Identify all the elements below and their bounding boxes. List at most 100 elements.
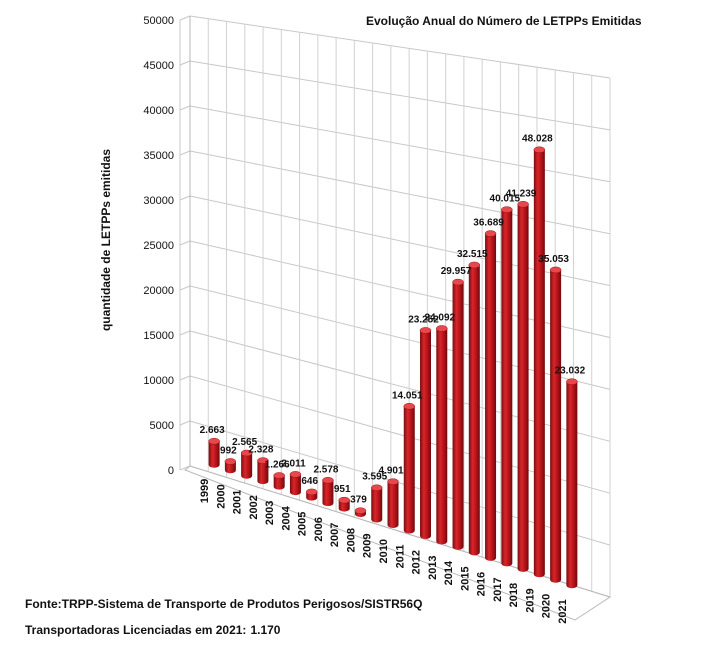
data-label: 29.957 <box>441 266 472 277</box>
bar <box>338 496 350 512</box>
bar <box>533 146 546 578</box>
data-label: 2.578 <box>313 464 338 475</box>
x-tick-label: 2011 <box>394 544 406 568</box>
data-label: 379 <box>350 495 367 506</box>
x-tick-label: 2015 <box>459 566 471 590</box>
bar-top <box>208 437 220 445</box>
side-gridline <box>179 60 191 66</box>
bar <box>208 437 220 468</box>
bar-top <box>549 266 562 274</box>
bar-top <box>452 278 464 286</box>
bar-body <box>468 264 480 556</box>
bar-top <box>501 206 513 213</box>
data-label: 1.266 <box>265 459 290 470</box>
data-label: 23.252 <box>408 314 439 325</box>
y-axis-title: quantidade de LETPPs emitidas <box>99 148 113 332</box>
data-label: 24.092 <box>424 312 455 323</box>
bar-body <box>501 209 513 567</box>
bar-top <box>468 261 481 269</box>
bar-top <box>566 378 578 385</box>
x-tick-label: 2016 <box>476 572 488 596</box>
data-label: 41.239 <box>506 188 537 199</box>
floor <box>184 465 612 621</box>
side-gridline <box>179 285 191 291</box>
bar-top <box>240 449 253 457</box>
chart-title: Evolução Anual do Número de LETPPs Emiti… <box>366 14 642 28</box>
x-tick-label: 2013 <box>427 555 439 579</box>
data-labels: 2.6639922.5652.3281.2662.0116462.5789513… <box>200 134 586 506</box>
data-label: 14.051 <box>392 390 423 401</box>
side-gridline <box>179 195 191 201</box>
gridline <box>189 60 611 131</box>
x-tick-label: 2014 <box>443 560 455 585</box>
licensed-label: Transportadoras Licenciadas em 2021: <box>25 623 247 637</box>
side-gridline <box>179 375 191 381</box>
bar-body <box>273 475 285 490</box>
y-tick-label: 50000 <box>143 15 174 27</box>
x-tick-label: 2008 <box>345 528 357 552</box>
bar <box>387 478 399 528</box>
bar <box>436 325 448 545</box>
y-tick-label: 40000 <box>143 105 174 117</box>
bar <box>224 458 237 474</box>
data-label: 23.032 <box>555 366 586 377</box>
bar <box>452 278 464 550</box>
bar-body <box>550 269 562 583</box>
bar-top <box>289 471 302 478</box>
data-label: 48.028 <box>522 134 553 145</box>
bar-top <box>387 478 399 485</box>
x-tick-label: 2004 <box>280 505 292 530</box>
side-gridline <box>179 420 191 426</box>
side-gridline <box>179 15 191 21</box>
y-axis-ticks: 0 5000 10000 15000 20000 25000 30000 35000 40000… <box>143 15 174 477</box>
licensed-note: Transportadoras Licenciadas em 2021: 1.17… <box>25 623 280 637</box>
x-tick-label: 2010 <box>378 539 390 563</box>
grid <box>179 15 612 621</box>
bar-top <box>403 403 416 410</box>
x-tick-label: 2005 <box>297 512 309 536</box>
x-tick-label: 2021 <box>557 599 569 623</box>
data-label: 2.565 <box>232 437 257 448</box>
bar-body <box>322 480 334 507</box>
x-tick-label: 2003 <box>264 501 276 525</box>
side-gridline <box>179 465 191 471</box>
x-tick-label: 2012 <box>411 550 423 574</box>
bar-top <box>419 327 432 334</box>
bar-body <box>452 282 464 550</box>
y-tick-label: 45000 <box>143 60 174 72</box>
bar-body <box>403 406 415 534</box>
bar-top <box>322 477 334 484</box>
gridline <box>189 330 611 442</box>
bar-body <box>436 328 448 545</box>
gridline <box>189 195 611 287</box>
y-tick-label: 15000 <box>143 330 174 342</box>
bar-top <box>436 325 448 332</box>
bar-top <box>338 496 350 504</box>
bar <box>468 261 481 556</box>
y-tick-label: 0 <box>168 465 174 477</box>
side-gridline <box>179 150 191 156</box>
bar-body <box>241 453 253 479</box>
data-label: 2.328 <box>248 445 273 456</box>
licensed-value: 1.170 <box>250 623 281 637</box>
source-note: Fonte:TRPP-Sistema de Transporte de Prod… <box>25 597 423 611</box>
bar-body <box>420 330 432 539</box>
data-label: 646 <box>301 476 318 487</box>
bar-body <box>566 381 578 589</box>
bar <box>403 403 416 534</box>
x-tick-label: 2020 <box>541 594 553 618</box>
data-label: 951 <box>334 484 351 495</box>
bar-body <box>289 474 301 496</box>
bar-top <box>257 457 269 464</box>
bar <box>566 378 578 589</box>
bar <box>549 266 562 583</box>
bar <box>419 327 432 539</box>
bar <box>305 488 318 501</box>
bar <box>257 457 269 485</box>
x-tick-label: 2017 <box>492 577 504 601</box>
data-label: 32.515 <box>457 249 488 260</box>
x-tick-label: 2006 <box>313 517 325 541</box>
bar-top <box>484 230 497 237</box>
bar-body <box>387 481 399 528</box>
